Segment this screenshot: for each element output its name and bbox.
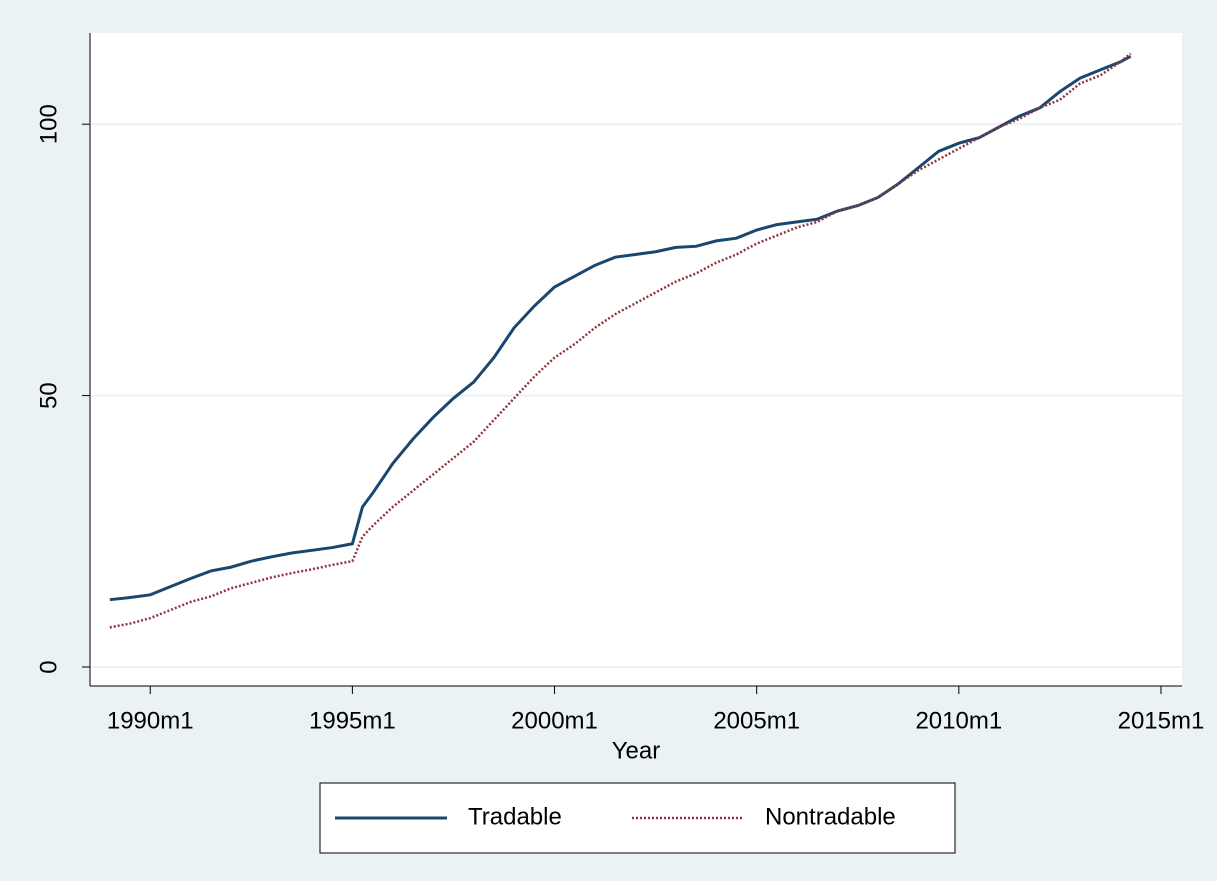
x-tick-label: 2015m1 [1118, 707, 1205, 734]
y-tick-label: 50 [35, 382, 62, 409]
x-tick-label: 2005m1 [713, 707, 800, 734]
y-tick-label: 0 [35, 660, 62, 673]
y-tick-label: 100 [35, 104, 62, 144]
x-axis-label: Year [612, 737, 661, 764]
legend-label: Tradable [468, 803, 562, 830]
legend-label: Nontradable [765, 803, 896, 830]
series-line [109, 52, 1132, 629]
x-tick-label: 2010m1 [915, 707, 1002, 734]
x-tick-label: 2000m1 [511, 707, 598, 734]
x-tick-label: 1990m1 [107, 707, 194, 734]
x-tick-label: 1995m1 [309, 707, 396, 734]
series-line [109, 55, 1132, 602]
plot-area [90, 33, 1182, 686]
